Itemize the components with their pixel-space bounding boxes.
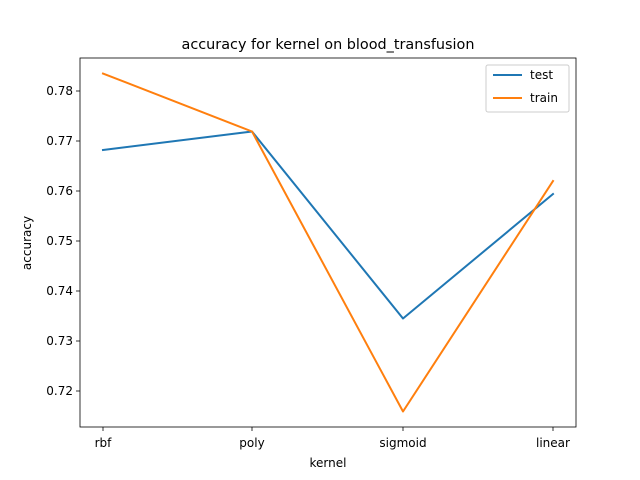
plot-frame	[79, 57, 577, 428]
y-tick-label: 0.75	[46, 234, 73, 248]
x-tick-label: linear	[536, 436, 570, 450]
x-tick-label: poly	[239, 436, 264, 450]
legend-label-train: train	[530, 91, 558, 105]
y-tick-label: 0.72	[46, 384, 73, 398]
series-lines	[101, 72, 555, 413]
legend-box	[485, 64, 570, 113]
y-tick-label: 0.73	[46, 334, 73, 348]
plot-area: 0.72 0.73 0.74 0.75 0.76 0.77 0.78 rbf poly sigm…	[46, 57, 577, 450]
series-line-test	[101, 130, 555, 320]
y-tick-label: 0.78	[46, 84, 73, 98]
chart-title: accuracy for kernel on blood_transfusion	[182, 37, 475, 53]
y-tick-label: 0.74	[46, 284, 73, 298]
x-tick-label: rbf	[95, 436, 113, 450]
y-tick-label: 0.76	[46, 184, 73, 198]
y-tick-label: 0.77	[46, 134, 73, 148]
series-line-train	[101, 72, 555, 413]
y-axis-title: accuracy	[20, 216, 34, 270]
x-tick-label: sigmoid	[379, 436, 426, 450]
legend-label-test: test	[530, 68, 553, 82]
x-axis: rbf poly sigmoid linear	[95, 427, 570, 450]
y-axis: 0.72 0.73 0.74 0.75 0.76 0.77 0.78	[46, 84, 80, 398]
legend: test train	[485, 64, 570, 113]
x-axis-title: kernel	[310, 456, 347, 470]
